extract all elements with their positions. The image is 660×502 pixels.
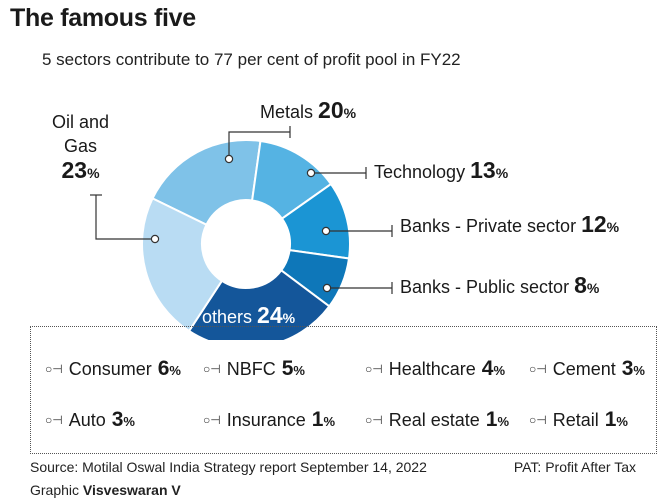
label-tech-unit: %: [495, 165, 509, 181]
breakdown-value: 3: [111, 408, 124, 431]
label-oil-value: 23: [61, 157, 88, 183]
chart-title: The famous five: [10, 4, 196, 32]
label-bpriv-unit: %: [606, 219, 620, 235]
breakdown-value: 5: [281, 357, 294, 380]
key-icon: ○⊣: [365, 413, 383, 427]
label-technology: Technology 13%: [374, 157, 508, 184]
key-icon: ○⊣: [365, 362, 383, 376]
breakdown-name: Consumer: [68, 359, 152, 379]
label-others: others 24%: [202, 302, 295, 329]
label-oil-name-2: Gas: [64, 136, 98, 156]
breakdown-value: 1: [485, 408, 498, 431]
breakdown-unit: %: [323, 414, 336, 429]
label-bpub-name: Banks - Public sector: [400, 277, 570, 297]
label-tech-name: Technology: [374, 162, 466, 182]
breakdown-unit: %: [293, 363, 305, 378]
key-icon: ○⊣: [203, 413, 221, 427]
label-bpub-value: 8: [574, 272, 587, 298]
dot-oil: [150, 234, 160, 244]
pat-note: PAT: Profit After Tax: [513, 459, 636, 475]
label-banks-public: Banks - Public sector 8%: [400, 272, 599, 299]
label-others-name: others: [202, 307, 253, 327]
breakdown-name: Insurance: [226, 410, 306, 430]
breakdown-name: Auto: [68, 410, 106, 430]
donut-chart: [90, 126, 393, 340]
label-banks-private: Banks - Private sector 12%: [400, 211, 619, 238]
slice-metals: [151, 139, 262, 227]
key-icon: ○⊣: [529, 413, 547, 427]
breakdown-value: 4: [481, 357, 494, 380]
label-oil-name-1: Oil and: [52, 112, 110, 132]
credit-name: Visveswaran V: [82, 482, 181, 498]
breakdown-name: Healthcare: [388, 359, 476, 379]
key-icon: ○⊣: [529, 362, 547, 376]
breakdown-name: Retail: [552, 410, 599, 430]
label-oil-and-gas: Oil and Gas 23%: [52, 110, 109, 185]
breakdown-value: 1: [311, 408, 324, 431]
breakdown-item: ○⊣ Real estate 1%: [365, 408, 509, 432]
breakdown-unit: %: [616, 414, 628, 429]
breakdown-name: Cement: [552, 359, 616, 379]
breakdown-value: 6: [157, 357, 170, 380]
credit-prefix: Graphic: [30, 482, 80, 498]
label-bpub-unit: %: [586, 280, 600, 296]
breakdown-name: NBFC: [226, 359, 276, 379]
graphic-credit: Graphic Visveswaran V: [30, 482, 181, 498]
source-note: Source: Motilal Oswal India Strategy rep…: [30, 459, 427, 475]
breakdown-value: 1: [604, 408, 617, 431]
label-others-unit: %: [282, 310, 296, 326]
dot-bpub: [322, 283, 332, 293]
breakdown-unit: %: [493, 363, 505, 378]
slice-oil-and-gas: [141, 197, 224, 333]
dot-tech: [306, 168, 316, 178]
breakdown-item: ○⊣ Consumer 6%: [45, 357, 181, 381]
breakdown-unit: %: [633, 363, 645, 378]
leader-oil: [95, 195, 155, 240]
breakdown-item: ○⊣ Retail 1%: [529, 408, 628, 432]
breakdown-unit: %: [497, 414, 510, 429]
leader-metals: [228, 131, 290, 159]
breakdown-item: ○⊣ Auto 3%: [45, 408, 135, 432]
label-metals-value: 20: [318, 97, 344, 123]
label-oil-unit: %: [87, 165, 100, 181]
chart-subtitle: 5 sectors contribute to 77 per cent of p…: [42, 50, 461, 69]
dot-metals: [224, 154, 234, 164]
breakdown-item: ○⊣ Insurance 1%: [203, 408, 335, 432]
label-metals-unit: %: [343, 105, 357, 121]
label-bpriv-name: Banks - Private sector: [400, 216, 577, 236]
label-bpriv-value: 12: [581, 211, 607, 237]
key-icon: ○⊣: [203, 362, 221, 376]
key-icon: ○⊣: [45, 413, 63, 427]
breakdown-item: ○⊣ NBFC 5%: [203, 357, 305, 381]
breakdown-item: ○⊣ Healthcare 4%: [365, 357, 505, 381]
breakdown-name: Real estate: [388, 410, 480, 430]
label-metals: Metals 20%: [260, 97, 356, 124]
label-others-value: 24: [257, 302, 283, 328]
breakdown-item: ○⊣ Cement 3%: [529, 357, 645, 381]
dot-bpriv: [321, 226, 331, 236]
label-tech-value: 13: [470, 157, 496, 183]
breakdown-value: 3: [621, 357, 634, 380]
breakdown-unit: %: [123, 414, 135, 429]
key-icon: ○⊣: [45, 362, 63, 376]
slice-others: [187, 268, 331, 340]
label-metals-name: Metals: [260, 102, 314, 122]
others-breakdown-box: ○⊣ Consumer 6% ○⊣ NBFC 5% ○⊣ Healthcare …: [30, 326, 657, 454]
breakdown-unit: %: [169, 363, 181, 378]
